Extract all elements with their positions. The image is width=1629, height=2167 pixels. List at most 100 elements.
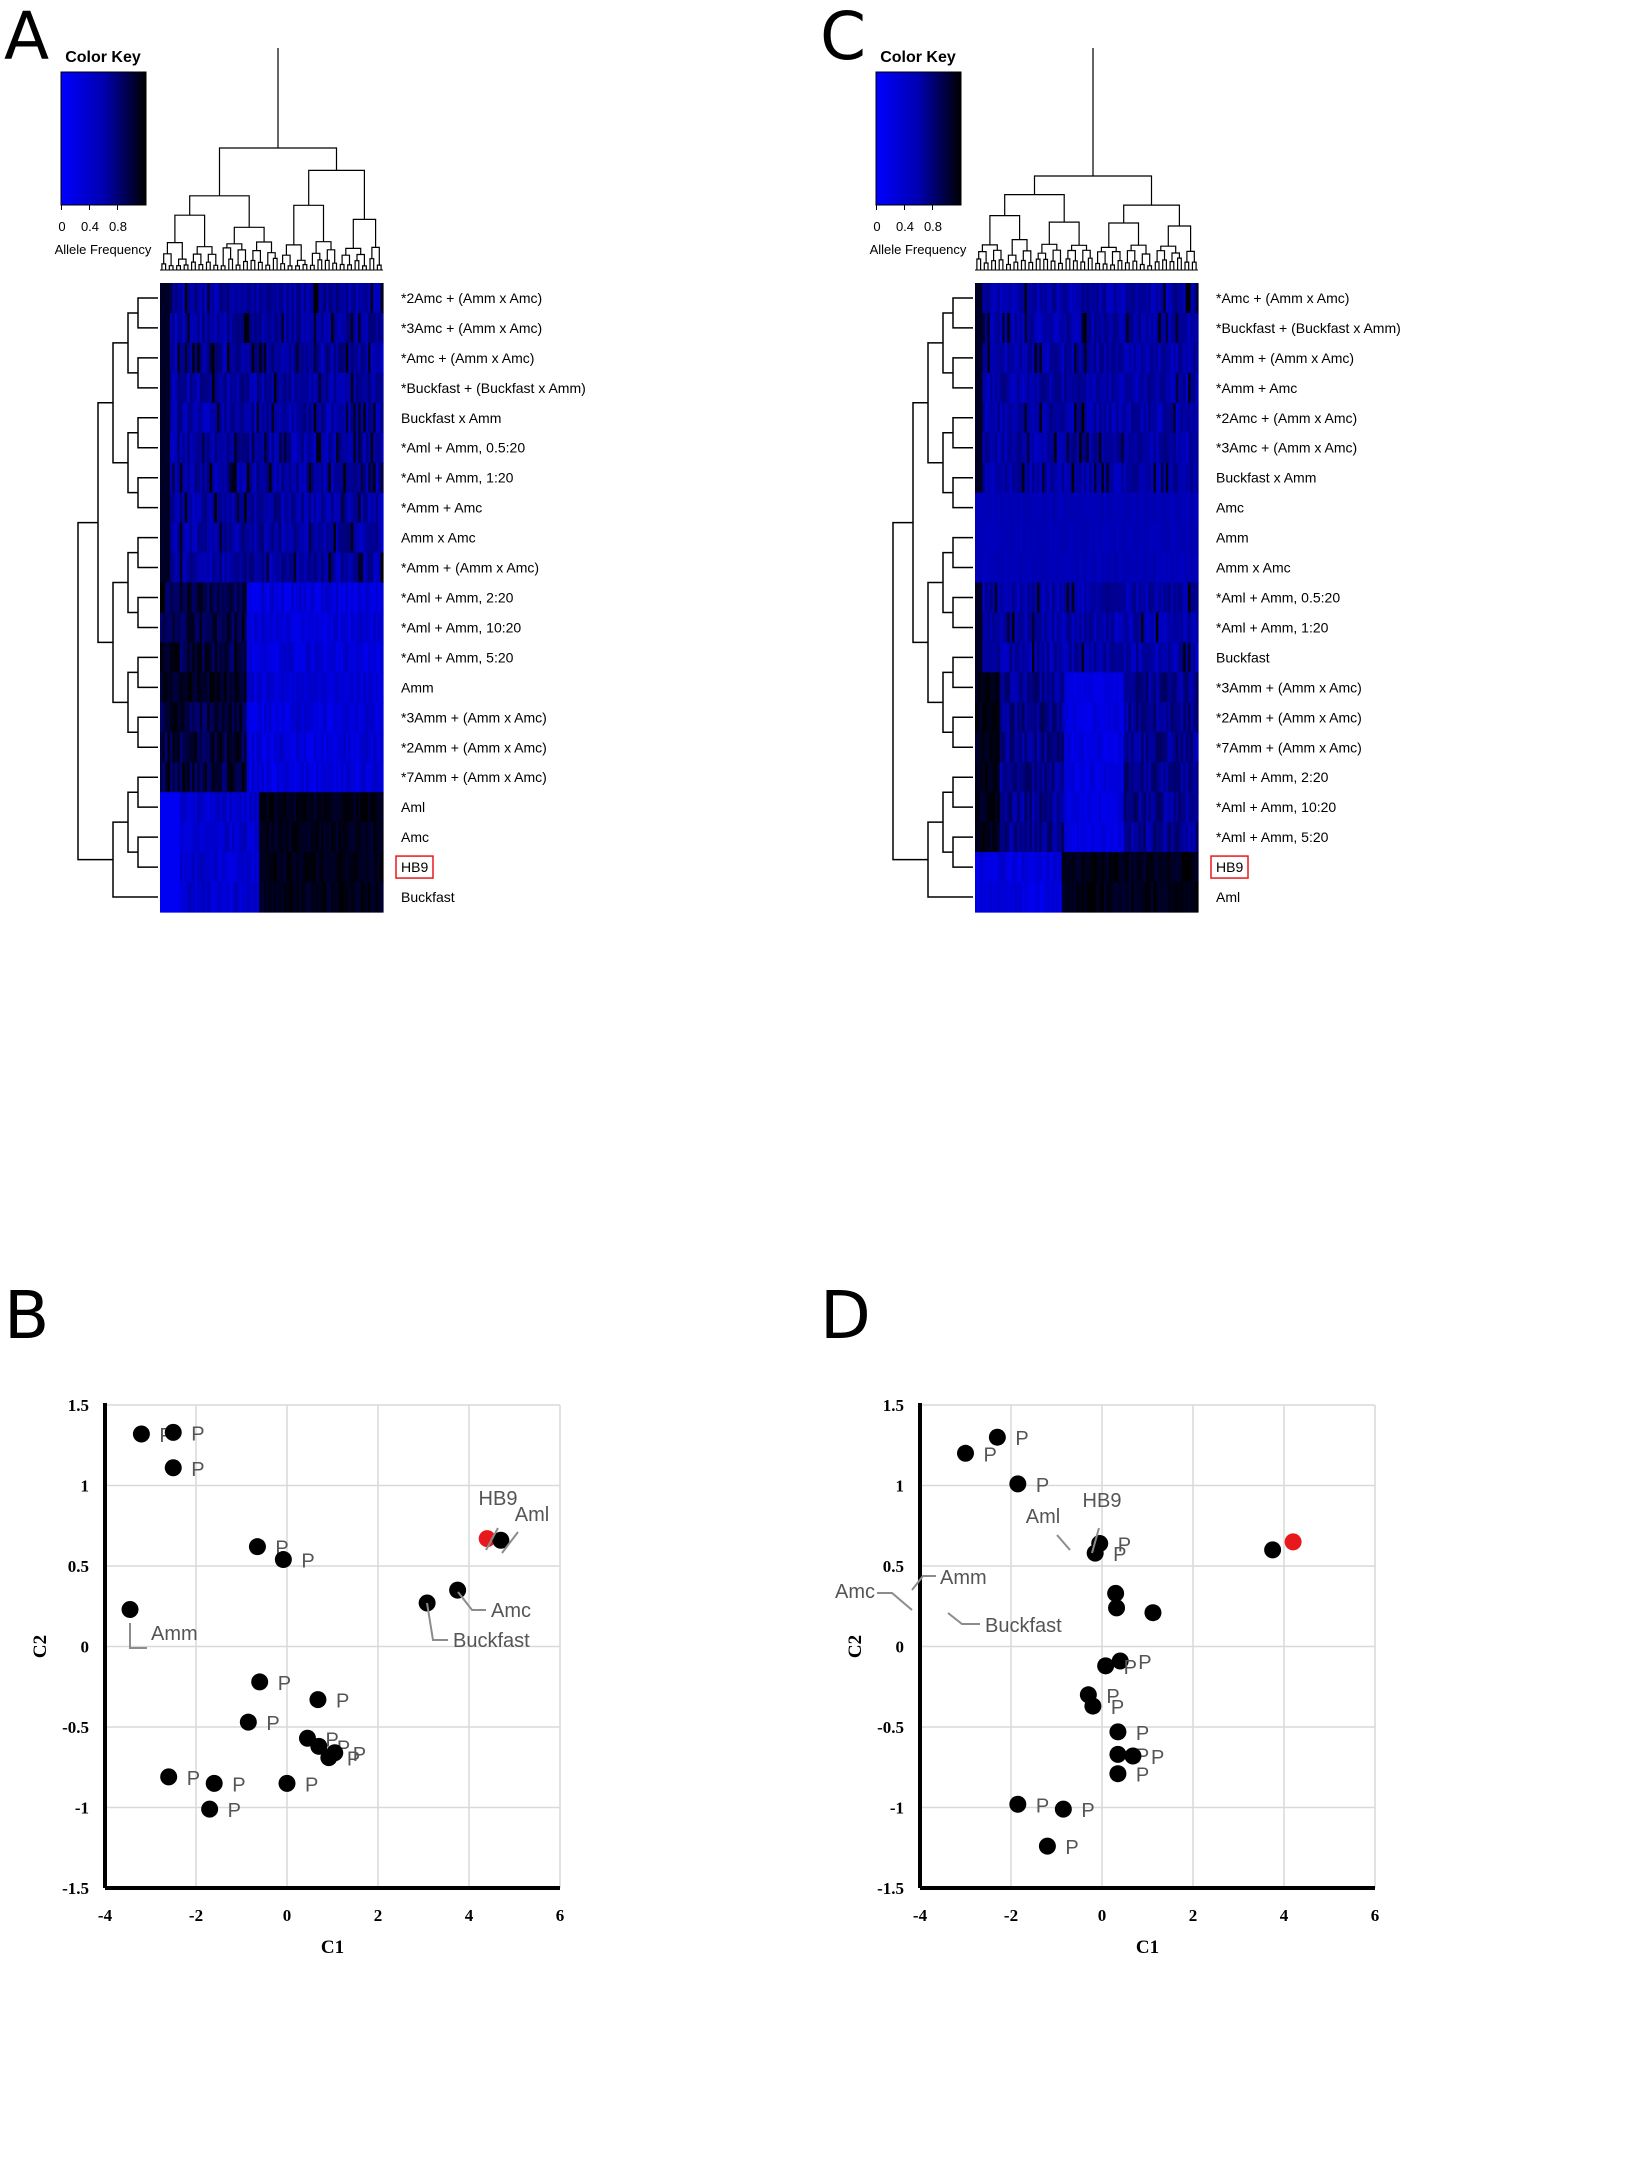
heatmap-cell [1170,642,1174,673]
heatmap-cell [172,702,176,733]
heatmap-cell [1111,642,1115,673]
heatmap-cell [997,732,1001,763]
heatmap-cell [1027,732,1031,763]
heatmap-cell [231,672,235,703]
heatmap-cell [1059,642,1063,673]
heatmap-cell [1029,283,1033,314]
heatmap-cell [1051,342,1055,374]
heatmap-cell [1118,882,1122,913]
heatmap-cell [1059,702,1063,733]
heatmap-cell [288,882,292,913]
heatmap-cell [1022,402,1026,434]
heatmap-cell [172,642,176,673]
heatmap-cell [992,492,996,524]
heatmap-cell [1091,732,1095,763]
heatmap-cell [301,882,305,913]
heatmap-cell [239,312,243,344]
heatmap-cell [1106,852,1110,883]
heatmap-cell [343,402,347,434]
heatmap-cell [298,372,302,404]
heatmap-cell [160,672,164,703]
heatmap-cell [1031,462,1036,494]
heatmap-cell [311,792,315,823]
dendrogram-branch [952,836,973,868]
heatmap-cell [303,432,307,464]
heatmap-cell [174,492,178,524]
heatmap-cell [1017,283,1021,314]
heatmap-cell [335,552,339,584]
heatmap-cell [189,702,193,733]
heatmap-cell [281,522,285,554]
heatmap-cell [1014,792,1018,823]
dendrogram-branch [989,215,1021,245]
heatmap-cell [1059,462,1063,494]
heatmap-cell [1036,462,1041,494]
heatmap-cell [345,612,349,644]
heatmap-cell [1081,702,1085,733]
heatmap-cell [1116,432,1120,464]
heatmap-cell [1091,882,1095,913]
heatmap-cell [1034,462,1038,494]
heatmap-cell [264,432,268,464]
heatmap-cell [236,792,240,823]
heatmap-cell [301,732,305,763]
heatmap-cell [1019,342,1023,374]
heatmap-cell [234,642,238,673]
heatmap-cell [269,312,273,344]
heatmap-cell [982,582,986,614]
heatmap-cell [177,642,181,673]
heatmap-cell [1175,462,1179,494]
heatmap-cell [249,372,253,404]
heatmap-cell [1019,732,1023,763]
heatmap-cell [212,762,216,793]
heatmap-cell [311,762,315,793]
heatmap-cell [207,852,211,883]
heatmap-cell [313,732,317,763]
point-label: P [301,1551,314,1573]
heatmap-cell [316,762,320,793]
heatmap-cell [316,372,320,404]
heatmap-cell [340,462,344,494]
heatmap-cell [1007,792,1011,823]
heatmap-cell [293,642,297,673]
heatmap-cell [259,702,263,733]
heatmap-cell [1059,882,1063,913]
heatmap-cell [355,582,359,614]
heatmap-cell [1123,732,1127,763]
point-label-amc: Amc [835,1581,875,1603]
heatmap-cell [1044,642,1048,673]
heatmap-cell [975,522,979,554]
heatmap-cell [1029,552,1033,584]
heatmap-cell [1009,522,1013,554]
heatmap-cell [212,492,216,524]
heatmap-cell [313,372,317,404]
heatmap-cell [1175,822,1179,853]
heatmap-cell [378,312,382,344]
heatmap-cell [221,852,226,883]
heatmap-cell [1061,342,1065,374]
heatmap-cell [1188,522,1192,554]
heatmap-cell [1153,432,1157,464]
heatmap-cell [1049,822,1053,853]
heatmap-cell [979,492,984,524]
heatmap-cell [229,732,233,763]
heatmap-cell [1049,582,1053,614]
heatmap-cell [241,732,245,763]
heatmap-cell [246,762,250,793]
heatmap-cell [296,492,300,524]
heatmap-cell [365,432,369,464]
heatmap-cell [1019,312,1023,344]
heatmap-cell [182,672,186,703]
heatmap-cell [1143,342,1147,374]
dendrogram-branch [952,536,973,569]
heatmap-cell [328,882,332,913]
heatmap-cell [197,492,201,524]
heatmap-cell [363,492,367,524]
heatmap-cell [313,792,317,823]
heatmap-cell [184,762,188,793]
column-dendrogram [161,48,382,270]
heatmap-cell [169,732,173,763]
x-axis-label: C1 [1136,1937,1159,1958]
heatmap-cell [283,402,287,434]
heatmap-cell [204,342,208,374]
